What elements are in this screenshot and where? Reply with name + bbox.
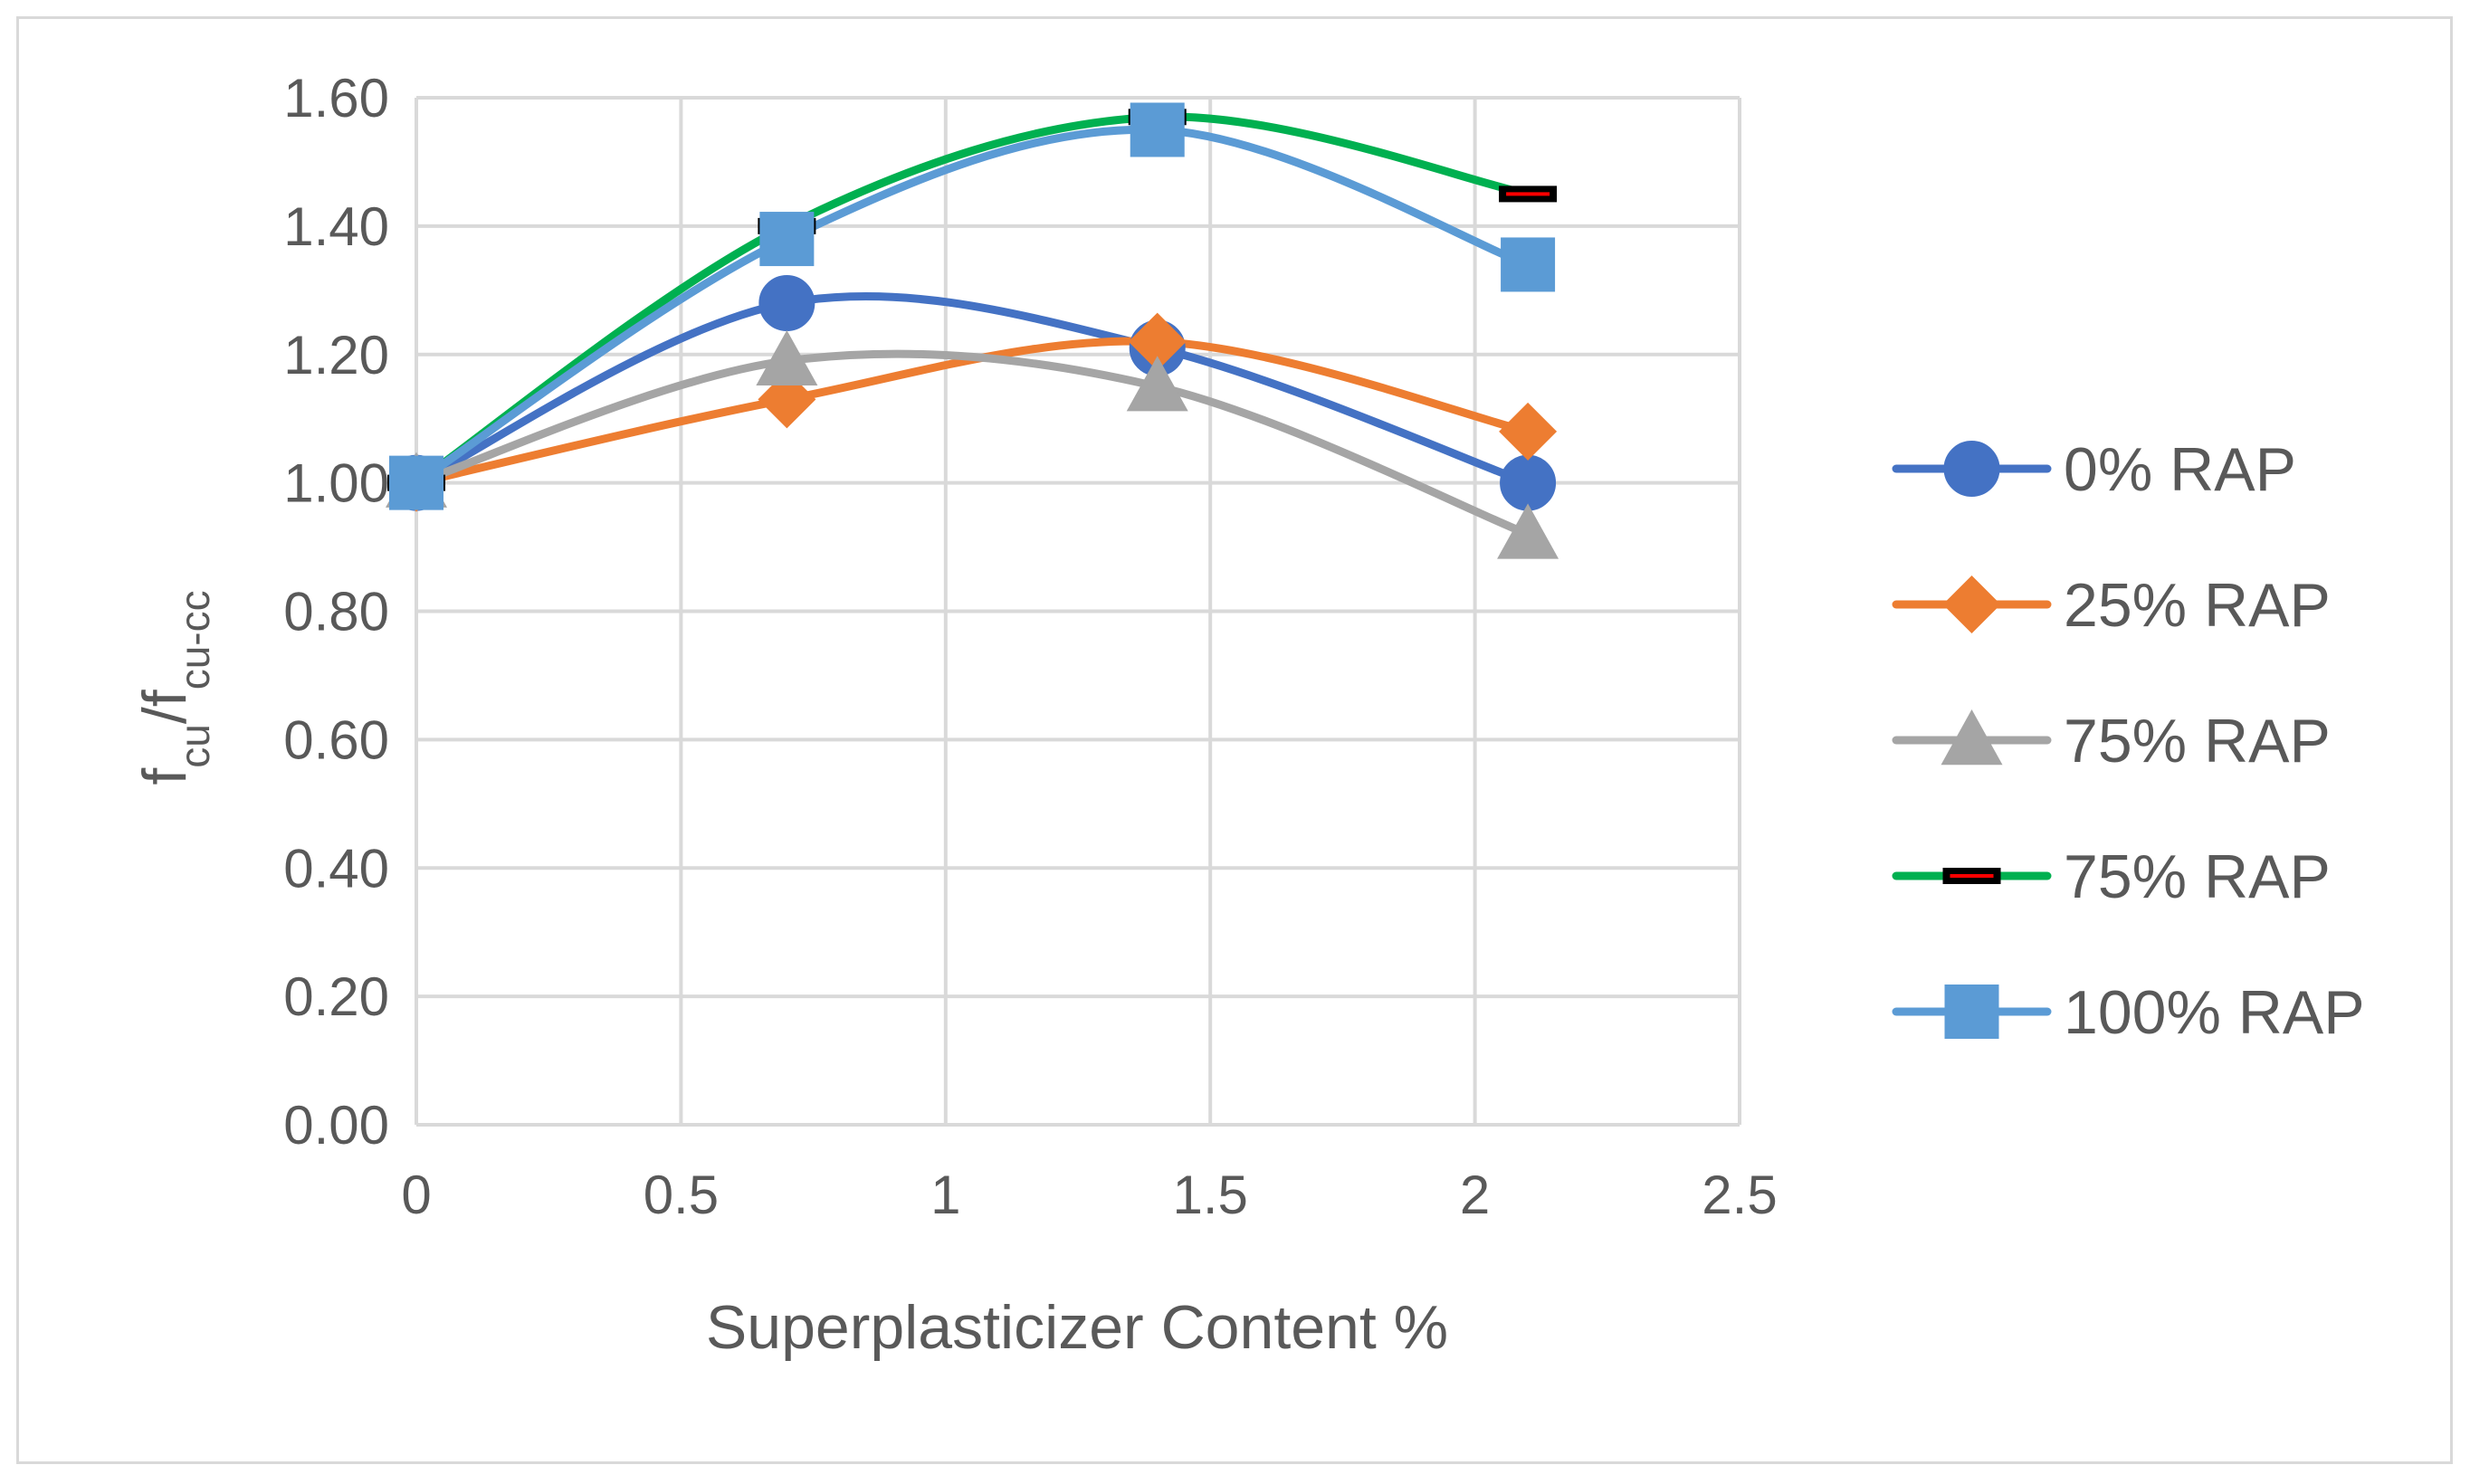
legend-marker xyxy=(1941,709,2003,766)
series-line-3 xyxy=(412,112,1532,488)
data-point-s2-1 xyxy=(756,329,818,386)
legend-label: 75% RAP xyxy=(2064,842,2331,911)
data-point-s4-2 xyxy=(1130,102,1185,157)
dash-marker-inner xyxy=(1506,192,1550,196)
legend-item: 100% RAP xyxy=(1892,978,2365,1047)
legend-item: 25% RAP xyxy=(1892,571,2331,640)
y-axis-ticks: 0.00 0.20 0.40 0.60 0.80 1.00 1.20 1.40 1.60 xyxy=(283,68,389,1156)
legend-marker xyxy=(1942,868,2001,884)
y-axis-title-sub1: cu xyxy=(171,724,218,768)
y-axis-title-sub2: cu-cc xyxy=(171,590,218,690)
x-axis-title: Superplasticizer Content % xyxy=(706,1293,1448,1362)
y-tick-label: 0.60 xyxy=(283,709,389,770)
legend-marker xyxy=(1944,985,1999,1039)
series-lines xyxy=(412,112,1532,538)
y-tick-label: 0.80 xyxy=(283,582,389,642)
y-axis-title-main: f xyxy=(130,768,199,785)
x-tick-label: 1 xyxy=(930,1165,960,1225)
x-tick-label: 1.5 xyxy=(1172,1165,1247,1225)
series-markers xyxy=(386,102,1559,559)
data-point-s2-2 xyxy=(1126,356,1188,412)
data-point-s0-3 xyxy=(1500,454,1557,511)
legend-item: 75% RAP xyxy=(1892,842,2331,911)
x-axis-ticks: 0 0.5 1 1.5 2 2.5 xyxy=(401,1165,1777,1225)
data-point-s4-0 xyxy=(389,455,443,510)
series-line-4 xyxy=(412,125,1532,488)
y-tick-label: 1.40 xyxy=(283,196,389,257)
legend-label: 0% RAP xyxy=(2064,435,2296,504)
x-tick-label: 0.5 xyxy=(644,1165,719,1225)
legend-label: 100% RAP xyxy=(2064,978,2365,1047)
legend-item: 75% RAP xyxy=(1892,707,2331,775)
series-line-0 xyxy=(412,292,1532,488)
data-point-s2-3 xyxy=(1497,503,1559,559)
data-point-s3-3 xyxy=(1499,186,1558,203)
data-point-s1-2 xyxy=(1128,312,1187,371)
dash-marker-inner xyxy=(1950,874,1994,878)
x-tick-label: 2 xyxy=(1460,1165,1490,1225)
data-point-s1-3 xyxy=(1499,402,1558,461)
data-point-s4-3 xyxy=(1501,237,1556,292)
data-point-s0-1 xyxy=(758,275,815,331)
legend-marker xyxy=(1942,576,2001,633)
legend-marker xyxy=(1943,441,2000,497)
y-axis-title: fcu/fcu-cc xyxy=(130,590,218,785)
y-tick-label: 0.00 xyxy=(283,1095,389,1156)
series-line-2 xyxy=(412,349,1532,538)
legend-label: 75% RAP xyxy=(2064,707,2331,775)
legend: 0% RAP 25% RAP 75% RAP 75% RAP 100% RAP xyxy=(1892,435,2365,1047)
y-tick-label: 1.20 xyxy=(283,325,389,385)
y-tick-label: 0.40 xyxy=(283,838,389,899)
x-tick-label: 0 xyxy=(401,1165,431,1225)
x-tick-label: 2.5 xyxy=(1702,1165,1777,1225)
legend-item: 0% RAP xyxy=(1892,435,2296,504)
chart-frame xyxy=(16,16,2453,1464)
legend-label: 25% RAP xyxy=(2064,571,2331,640)
data-point-s4-1 xyxy=(759,212,815,267)
y-axis-title-slash: /f xyxy=(130,690,199,724)
y-tick-label: 1.00 xyxy=(283,453,389,514)
y-tick-label: 0.20 xyxy=(283,966,389,1027)
y-tick-label: 1.60 xyxy=(283,68,389,128)
gridlines xyxy=(415,96,1741,1127)
